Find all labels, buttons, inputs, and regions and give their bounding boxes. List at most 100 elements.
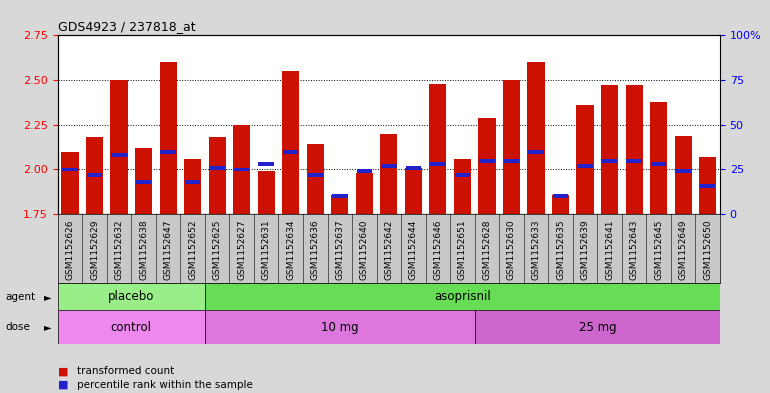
Bar: [209, 166, 225, 170]
Bar: [455, 173, 470, 177]
Bar: [405, 168, 422, 214]
Bar: [578, 164, 593, 168]
Bar: [259, 162, 274, 166]
Bar: [650, 101, 668, 214]
Text: GSM1152644: GSM1152644: [409, 220, 418, 280]
Text: ►: ►: [44, 322, 52, 332]
Bar: [430, 84, 447, 214]
Bar: [527, 62, 544, 214]
Text: GSM1152636: GSM1152636: [311, 220, 320, 280]
Bar: [258, 171, 275, 214]
Bar: [159, 62, 176, 214]
Text: transformed count: transformed count: [77, 366, 174, 376]
Text: 25 mg: 25 mg: [578, 321, 616, 334]
Text: GSM1152629: GSM1152629: [90, 220, 99, 280]
Text: GSM1152641: GSM1152641: [605, 220, 614, 280]
Bar: [58, 283, 205, 310]
Bar: [62, 167, 78, 171]
Bar: [700, 184, 715, 187]
Bar: [110, 80, 128, 214]
Text: GSM1152635: GSM1152635: [556, 220, 565, 280]
Bar: [356, 173, 373, 214]
Bar: [112, 153, 127, 157]
Bar: [625, 85, 643, 214]
Text: GSM1152640: GSM1152640: [360, 220, 369, 280]
Bar: [651, 162, 666, 166]
Text: agent: agent: [5, 292, 35, 302]
Bar: [209, 137, 226, 214]
Bar: [135, 148, 152, 214]
Bar: [577, 105, 594, 214]
Bar: [552, 195, 569, 214]
Bar: [306, 145, 324, 214]
Text: GSM1152642: GSM1152642: [384, 220, 393, 280]
Text: GSM1152645: GSM1152645: [654, 220, 663, 280]
Text: GSM1152633: GSM1152633: [531, 220, 541, 280]
Bar: [699, 157, 716, 214]
Text: GSM1152634: GSM1152634: [286, 220, 295, 280]
Text: 10 mg: 10 mg: [321, 321, 359, 334]
Text: placebo: placebo: [108, 290, 155, 303]
Bar: [430, 162, 446, 166]
Text: GSM1152626: GSM1152626: [65, 220, 75, 280]
Text: GSM1152652: GSM1152652: [188, 220, 197, 280]
Bar: [282, 71, 300, 214]
Text: percentile rank within the sample: percentile rank within the sample: [77, 380, 253, 390]
Bar: [380, 134, 397, 214]
Bar: [602, 158, 618, 163]
Bar: [332, 194, 347, 198]
Text: GSM1152625: GSM1152625: [213, 220, 222, 280]
Text: GSM1152647: GSM1152647: [163, 220, 172, 280]
Bar: [626, 158, 642, 163]
Bar: [675, 169, 691, 173]
Bar: [474, 310, 720, 344]
Text: GSM1152630: GSM1152630: [507, 220, 516, 280]
Text: GSM1152643: GSM1152643: [630, 220, 638, 280]
Bar: [381, 164, 397, 168]
Text: ■: ■: [58, 380, 69, 390]
Bar: [357, 169, 372, 173]
Bar: [160, 150, 176, 154]
Text: GSM1152631: GSM1152631: [262, 220, 271, 280]
Bar: [504, 158, 519, 163]
Text: GSM1152646: GSM1152646: [434, 220, 443, 280]
Text: GSM1152632: GSM1152632: [115, 220, 123, 280]
Bar: [478, 118, 496, 214]
Text: GSM1152639: GSM1152639: [581, 220, 590, 280]
Bar: [87, 173, 102, 177]
Bar: [307, 173, 323, 177]
Text: GDS4923 / 237818_at: GDS4923 / 237818_at: [58, 20, 196, 33]
Bar: [283, 150, 299, 154]
Bar: [553, 194, 568, 198]
Bar: [205, 310, 474, 344]
Text: dose: dose: [5, 322, 30, 332]
Bar: [454, 159, 471, 214]
Bar: [136, 180, 152, 184]
Text: GSM1152651: GSM1152651: [458, 220, 467, 280]
Text: ►: ►: [44, 292, 52, 302]
Text: GSM1152628: GSM1152628: [483, 220, 491, 280]
Text: GSM1152627: GSM1152627: [237, 220, 246, 280]
Bar: [86, 137, 103, 214]
Bar: [503, 80, 520, 214]
Bar: [62, 152, 79, 214]
Bar: [675, 136, 691, 214]
Bar: [479, 158, 494, 163]
Bar: [406, 166, 421, 170]
Bar: [233, 125, 250, 214]
Text: GSM1152650: GSM1152650: [703, 220, 712, 280]
Text: control: control: [111, 321, 152, 334]
Bar: [184, 159, 201, 214]
Bar: [331, 195, 348, 214]
Text: GSM1152649: GSM1152649: [678, 220, 688, 280]
Bar: [205, 283, 720, 310]
Text: GSM1152638: GSM1152638: [139, 220, 148, 280]
Text: GSM1152637: GSM1152637: [335, 220, 344, 280]
Bar: [234, 167, 249, 171]
Text: ■: ■: [58, 366, 69, 376]
Bar: [58, 310, 205, 344]
Bar: [601, 85, 618, 214]
Bar: [185, 180, 200, 184]
Bar: [528, 150, 544, 154]
Text: asoprisnil: asoprisnil: [434, 290, 490, 303]
